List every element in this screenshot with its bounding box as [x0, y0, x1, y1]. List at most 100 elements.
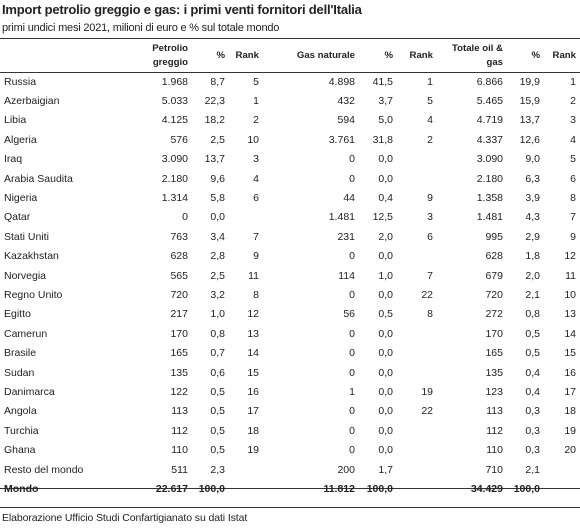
oil-rank-cell: 14 [247, 347, 259, 360]
oil-rank-cell: 17 [247, 405, 259, 418]
total-rank-cell: 10 [564, 288, 576, 301]
total-pct-cell: 1,8 [525, 250, 540, 263]
gas-value-cell: 0 [349, 153, 355, 166]
gas-rank-cell: 19 [421, 385, 433, 398]
gas-value-cell: 432 [337, 95, 355, 108]
country-cell: Stati Uniti [4, 230, 49, 243]
gas-rank-cell [395, 363, 435, 382]
table-row: Algeria 576 2,5 10 3.761 31,8 2 4.337 12,6 4 [0, 130, 578, 149]
table-row: Regno Unito 720 3,2 8 0 0,0 22 720 2,1 10 [0, 285, 578, 304]
oil-value-cell: 511 [171, 463, 188, 476]
oil-rank-cell: 9 [253, 250, 259, 263]
gas-rank-cell [395, 479, 435, 499]
gas-pct-cell: 41,5 [372, 75, 393, 88]
gas-pct-cell: 100,0 [366, 483, 393, 496]
total-rank-cell: 12 [564, 250, 576, 263]
total-value-cell: 5.465 [476, 95, 503, 108]
total-value-cell: 6.866 [476, 75, 503, 88]
oil-value-cell: 135 [170, 366, 188, 379]
gas-pct-cell: 0,0 [378, 424, 393, 437]
total-pct-cell: 6,3 [525, 172, 540, 185]
oil-value-cell: 2.180 [161, 172, 188, 185]
gas-value-cell: 0 [349, 250, 355, 263]
oil-value-cell: 628 [170, 250, 188, 263]
header-pct-gas: % [384, 49, 393, 61]
oil-rank-cell: 2 [253, 114, 259, 127]
total-pct-cell: 0,5 [525, 327, 540, 340]
total-pct-cell: 2,9 [525, 230, 540, 243]
country-cell: Kazakhstan [4, 250, 59, 263]
gas-pct-cell: 1,7 [378, 463, 393, 476]
top-rule [0, 38, 580, 39]
total-value-cell: 113 [486, 405, 503, 418]
oil-rank-cell: 19 [247, 444, 259, 457]
total-value-cell: 110 [486, 444, 503, 457]
total-value-cell: 628 [485, 250, 503, 263]
header-row: Petrolio greggio % Rank Gas naturale % R… [0, 39, 578, 72]
gas-pct-cell: 0,0 [378, 327, 393, 340]
gas-pct-cell: 1,0 [378, 269, 393, 282]
total-pct-cell: 9,0 [525, 153, 540, 166]
gas-value-cell: 114 [338, 269, 355, 282]
gas-rank-cell [395, 324, 435, 343]
oil-pct-cell: 18,2 [204, 114, 225, 127]
total-rank-cell: 4 [570, 133, 576, 146]
table-row: Brasile 165 0,7 14 0 0,0 165 0,5 15 [0, 343, 578, 362]
country-cell: Qatar [4, 211, 31, 224]
gas-value-cell: 0 [349, 327, 355, 340]
oil-rank-cell: 8 [253, 288, 259, 301]
total-value-cell: 170 [485, 327, 503, 340]
country-cell: Russia [4, 75, 37, 88]
oil-rank-cell: 11 [248, 269, 259, 282]
table-row: Libia 4.125 18,2 2 594 5,0 4 4.719 13,7 3 [0, 111, 578, 130]
oil-value-cell: 1.314 [161, 192, 188, 205]
gas-pct-cell: 0,0 [378, 366, 393, 379]
total-pct-cell: 0,3 [525, 405, 540, 418]
total-rule [0, 488, 580, 489]
total-value-cell: 3.090 [476, 153, 503, 166]
oil-pct-cell: 0,8 [210, 327, 225, 340]
table-row: Russia 1.968 8,7 5 4.898 41,5 1 6.866 19,9 1 [0, 72, 578, 91]
bottom-rule [0, 507, 580, 508]
gas-rank-cell [395, 169, 435, 188]
country-cell: Iraq [4, 153, 23, 166]
total-pct-cell: 0,8 [525, 308, 540, 321]
gas-pct-cell: 0,0 [378, 385, 393, 398]
oil-value-cell: 110 [171, 444, 188, 457]
header-country [0, 39, 118, 72]
total-pct-cell: 13,7 [519, 114, 540, 127]
total-pct-cell: 0,3 [525, 424, 540, 437]
country-cell: Algeria [4, 133, 37, 146]
oil-pct-cell: 0,5 [210, 385, 225, 398]
oil-rank-cell: 7 [253, 230, 259, 243]
total-rank-cell: 20 [564, 444, 576, 457]
gas-value-cell: 0 [349, 366, 355, 379]
oil-rank-cell: 3 [253, 153, 259, 166]
header-rule [0, 72, 580, 73]
total-rank-cell: 11 [565, 269, 576, 282]
total-pct-cell: 2,1 [525, 463, 540, 476]
gas-rank-cell: 3 [427, 211, 433, 224]
gas-pct-cell: 12,5 [372, 211, 393, 224]
gas-rank-cell: 5 [427, 95, 433, 108]
total-pct-cell: 2,1 [525, 288, 540, 301]
table-row: Angola 113 0,5 17 0 0,0 22 113 0,3 18 [0, 402, 578, 421]
gas-pct-cell: 0,0 [378, 288, 393, 301]
total-rank-cell: 3 [570, 114, 576, 127]
gas-value-cell: 1 [349, 385, 355, 398]
country-cell: Azerbaigian [4, 95, 60, 108]
gas-value-cell: 231 [337, 230, 355, 243]
gas-pct-cell: 0,0 [378, 172, 393, 185]
total-value-cell: 272 [485, 308, 503, 321]
total-rank-cell: 7 [570, 211, 576, 224]
country-cell: Angola [4, 405, 37, 418]
total-pct-cell: 3,9 [525, 192, 540, 205]
total-value-cell: 4.337 [476, 133, 503, 146]
gas-pct-cell: 31,8 [372, 133, 393, 146]
header-rank-gas: Rank [409, 49, 433, 61]
table-row: Sudan 135 0,6 15 0 0,0 135 0,4 16 [0, 363, 578, 382]
gas-value-cell: 0 [349, 288, 355, 301]
country-cell: Mondo [4, 483, 39, 496]
header-petrolio: Petrolio greggio [152, 42, 188, 68]
total-pct-cell: 0,4 [525, 366, 540, 379]
